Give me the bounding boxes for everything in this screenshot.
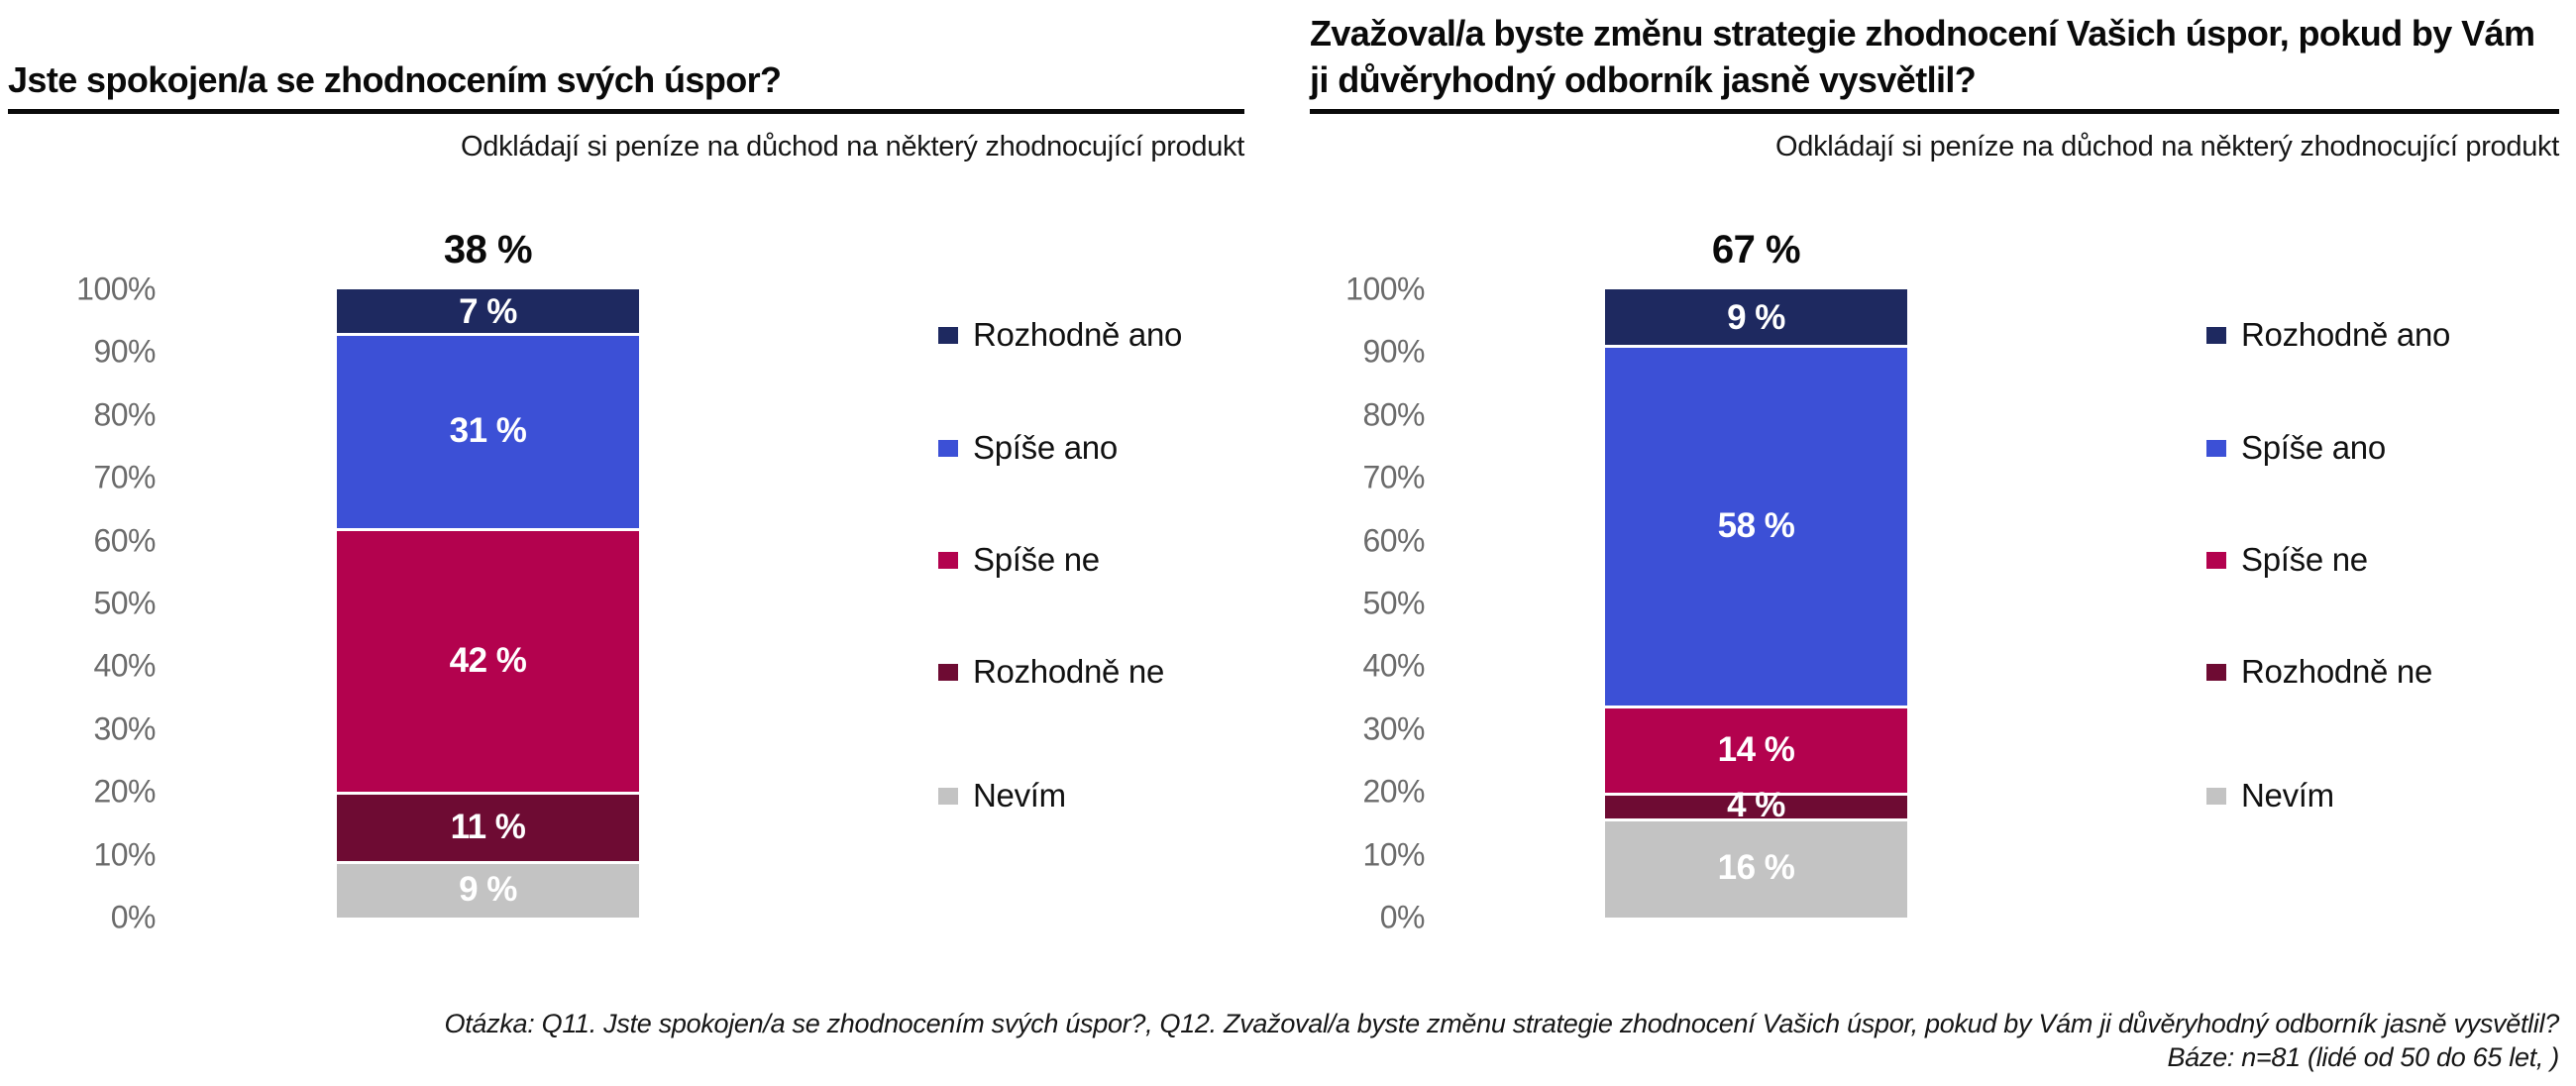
segment-value-label: 14 % bbox=[1717, 729, 1795, 769]
chart-q12-strategy-change: Zvažoval/a byste změnu strategie zhodnoc… bbox=[1310, 0, 2559, 1086]
legend-label: Spíše ne bbox=[2241, 541, 2368, 578]
legend-label: Nevím bbox=[973, 777, 1066, 814]
legend-swatch-nevim bbox=[2206, 787, 2226, 805]
legend-item-rozhodne-ano: Rozhodně ano bbox=[938, 316, 1182, 354]
stacked-bar: 7 % 31 % 42 % 11 % 9 % bbox=[337, 289, 639, 918]
legend-label: Spíše ne bbox=[973, 541, 1100, 578]
legend-item-spise-ano: Spíše ano bbox=[938, 429, 1118, 467]
bar-segment-1: 31 % bbox=[337, 333, 639, 528]
y-tick-80: 80% bbox=[1362, 396, 1425, 433]
legend-swatch-spise-ne bbox=[2206, 551, 2226, 569]
y-tick-20: 20% bbox=[1362, 773, 1425, 810]
segment-value-label: 58 % bbox=[1717, 505, 1795, 545]
title-underline bbox=[8, 109, 1244, 114]
segment-value-label: 4 % bbox=[1727, 786, 1785, 825]
y-tick-90: 90% bbox=[1362, 333, 1425, 370]
footnote-base-line: Báze: n=81 (lidé od 50 do 65 let, ) bbox=[2167, 1042, 2559, 1072]
legend-swatch-nevim bbox=[938, 787, 958, 805]
legend-item-spise-ne: Spíše ne bbox=[2206, 541, 2368, 579]
bar-segment-0: 9 % bbox=[1605, 289, 1907, 346]
legend-item-rozhodne-ano: Rozhodně ano bbox=[2206, 316, 2450, 354]
segment-value-label: 9 % bbox=[459, 869, 517, 909]
y-tick-10: 10% bbox=[1362, 836, 1425, 873]
legend-swatch-rozhodne-ne bbox=[2206, 663, 2226, 681]
legend-label: Rozhodně ano bbox=[2241, 316, 2451, 353]
legend-item-spise-ne: Spíše ne bbox=[938, 541, 1100, 579]
bar-segment-0: 7 % bbox=[337, 289, 639, 334]
legend-item-spise-ano: Spíše ano bbox=[2206, 429, 2386, 467]
legend-item-rozhodne-ne: Rozhodně ne bbox=[938, 653, 1164, 691]
stacked-bar: 9 % 58 % 14 % 4 % 16 % bbox=[1605, 289, 1907, 918]
bar-total-label: 38 % bbox=[443, 228, 533, 272]
legend-label: Spíše ano bbox=[2241, 429, 2386, 466]
segment-value-label: 16 % bbox=[1717, 848, 1795, 888]
bar-segment-4: 16 % bbox=[1605, 817, 1907, 918]
chart-subtitle: Odkládají si peníze na důchod na některý… bbox=[461, 131, 1244, 163]
y-tick-40: 40% bbox=[93, 647, 156, 684]
legend-label: Rozhodně ne bbox=[973, 653, 1165, 690]
legend-item-nevim: Nevím bbox=[938, 777, 1066, 814]
y-tick-10: 10% bbox=[93, 836, 156, 873]
legend-swatch-spise-ne bbox=[938, 551, 958, 569]
chart-q11-satisfaction: Jste spokojen/a se zhodnocením svých úsp… bbox=[8, 0, 1244, 1086]
y-tick-50: 50% bbox=[1362, 585, 1425, 621]
legend-swatch-spise-ano bbox=[2206, 439, 2226, 457]
bar-segment-1: 58 % bbox=[1605, 345, 1907, 706]
y-tick-0: 0% bbox=[110, 899, 157, 935]
y-tick-70: 70% bbox=[1362, 459, 1425, 495]
segment-value-label: 31 % bbox=[449, 411, 527, 451]
legend-label: Spíše ano bbox=[973, 429, 1118, 466]
y-tick-80: 80% bbox=[93, 396, 156, 433]
segment-value-label: 7 % bbox=[459, 291, 517, 331]
y-tick-40: 40% bbox=[1362, 647, 1425, 684]
legend-swatch-rozhodne-ano bbox=[2206, 326, 2226, 344]
legend-item-rozhodne-ne: Rozhodně ne bbox=[2206, 653, 2432, 691]
footnote: Otázka: Q11. Jste spokojen/a se zhodnoce… bbox=[445, 1007, 2560, 1074]
legend-label: Rozhodně ne bbox=[2241, 653, 2433, 690]
footnote-question-line: Otázka: Q11. Jste spokojen/a se zhodnoce… bbox=[444, 1009, 2560, 1038]
bar-total-label: 67 % bbox=[1711, 228, 1801, 272]
legend-label: Nevím bbox=[2241, 777, 2334, 814]
chart-title: Jste spokojen/a se zhodnocením svých úsp… bbox=[8, 59, 782, 100]
bar-segment-4: 9 % bbox=[337, 860, 639, 918]
chart-title: Zvažoval/a byste změnu strategie zhodnoc… bbox=[1310, 13, 2535, 100]
y-tick-60: 60% bbox=[93, 522, 156, 559]
y-tick-100: 100% bbox=[1345, 271, 1425, 307]
segment-value-label: 9 % bbox=[1727, 297, 1785, 337]
legend-swatch-rozhodne-ne bbox=[938, 663, 958, 681]
segment-value-label: 11 % bbox=[450, 807, 526, 846]
y-tick-0: 0% bbox=[1379, 899, 1426, 935]
title-underline bbox=[1310, 109, 2559, 114]
y-tick-100: 100% bbox=[76, 271, 156, 307]
y-tick-20: 20% bbox=[93, 773, 156, 810]
y-tick-30: 30% bbox=[1362, 710, 1425, 747]
legend-item-nevim: Nevím bbox=[2206, 777, 2334, 814]
legend-swatch-rozhodne-ano bbox=[938, 326, 958, 344]
legend-swatch-spise-ano bbox=[938, 439, 958, 457]
bar-segment-2: 42 % bbox=[337, 527, 639, 793]
y-tick-70: 70% bbox=[93, 459, 156, 495]
bar-segment-2: 14 % bbox=[1605, 706, 1907, 794]
chart-subtitle: Odkládají si peníze na důchod na některý… bbox=[1775, 131, 2559, 163]
y-tick-30: 30% bbox=[93, 710, 156, 747]
segment-value-label: 42 % bbox=[449, 640, 527, 680]
y-tick-50: 50% bbox=[93, 585, 156, 621]
y-tick-90: 90% bbox=[93, 333, 156, 370]
y-tick-60: 60% bbox=[1362, 522, 1425, 559]
legend-label: Rozhodně ano bbox=[973, 316, 1183, 353]
bar-segment-3: 4 % bbox=[1605, 788, 1907, 822]
bar-segment-3: 11 % bbox=[337, 792, 639, 861]
